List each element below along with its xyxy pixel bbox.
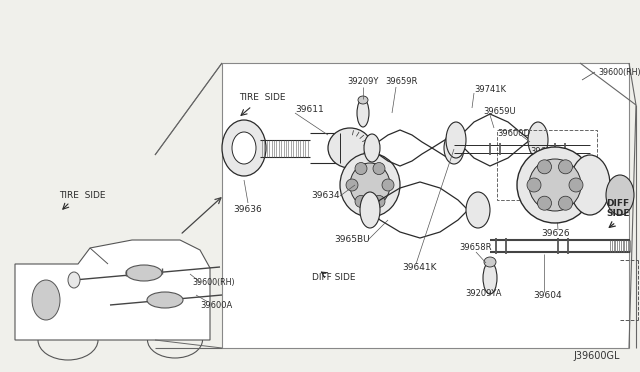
Text: 39600A: 39600A bbox=[200, 301, 232, 310]
Ellipse shape bbox=[360, 192, 380, 228]
Ellipse shape bbox=[355, 163, 367, 174]
Text: 39600D: 39600D bbox=[497, 128, 531, 138]
Ellipse shape bbox=[373, 195, 385, 208]
Text: 39209Y: 39209Y bbox=[348, 77, 379, 87]
Ellipse shape bbox=[357, 99, 369, 127]
Ellipse shape bbox=[538, 196, 552, 210]
Ellipse shape bbox=[606, 175, 634, 215]
Ellipse shape bbox=[68, 272, 80, 288]
Polygon shape bbox=[15, 240, 210, 340]
Ellipse shape bbox=[484, 257, 496, 267]
Ellipse shape bbox=[570, 155, 610, 215]
Text: 39741K: 39741K bbox=[474, 86, 506, 94]
Text: 39634: 39634 bbox=[312, 192, 340, 201]
Text: 39600(RH): 39600(RH) bbox=[193, 279, 236, 288]
Ellipse shape bbox=[32, 280, 60, 320]
Text: DIFF SIDE: DIFF SIDE bbox=[312, 273, 356, 282]
Text: 39626: 39626 bbox=[541, 230, 570, 238]
Ellipse shape bbox=[364, 134, 380, 162]
Ellipse shape bbox=[340, 153, 400, 217]
Ellipse shape bbox=[444, 132, 464, 164]
Ellipse shape bbox=[466, 192, 490, 228]
Ellipse shape bbox=[350, 163, 390, 207]
Ellipse shape bbox=[222, 120, 266, 176]
Text: 39636: 39636 bbox=[234, 205, 262, 215]
Ellipse shape bbox=[346, 179, 358, 191]
Text: TIRE  SIDE: TIRE SIDE bbox=[239, 93, 285, 103]
Ellipse shape bbox=[528, 122, 548, 158]
Text: SIDE: SIDE bbox=[606, 209, 630, 218]
Ellipse shape bbox=[382, 179, 394, 191]
Ellipse shape bbox=[328, 128, 372, 168]
Ellipse shape bbox=[355, 195, 367, 208]
Text: 39604: 39604 bbox=[534, 292, 563, 301]
Polygon shape bbox=[222, 63, 629, 348]
Ellipse shape bbox=[517, 147, 593, 223]
Ellipse shape bbox=[126, 265, 162, 281]
Ellipse shape bbox=[529, 159, 581, 211]
Bar bbox=[497, 130, 597, 200]
Ellipse shape bbox=[538, 160, 552, 174]
Ellipse shape bbox=[569, 178, 583, 192]
Ellipse shape bbox=[559, 196, 573, 210]
Ellipse shape bbox=[358, 96, 368, 104]
Text: 39659R: 39659R bbox=[385, 77, 417, 87]
Ellipse shape bbox=[232, 132, 256, 164]
Text: 39654: 39654 bbox=[531, 148, 557, 157]
Text: 39209YA: 39209YA bbox=[466, 289, 502, 298]
Ellipse shape bbox=[483, 262, 497, 294]
Ellipse shape bbox=[446, 122, 466, 158]
Text: TIRE  SIDE: TIRE SIDE bbox=[59, 192, 105, 201]
Text: 39641K: 39641K bbox=[403, 263, 437, 273]
Text: 39658R: 39658R bbox=[460, 244, 492, 253]
Ellipse shape bbox=[559, 160, 573, 174]
Ellipse shape bbox=[147, 292, 183, 308]
Ellipse shape bbox=[373, 163, 385, 174]
Text: 39611: 39611 bbox=[296, 106, 324, 115]
Text: 3965BU: 3965BU bbox=[334, 235, 370, 244]
Text: 39600(RH): 39600(RH) bbox=[598, 67, 640, 77]
Ellipse shape bbox=[527, 178, 541, 192]
Text: 39659U: 39659U bbox=[484, 108, 516, 116]
Text: J39600GL: J39600GL bbox=[573, 351, 620, 361]
Text: DIFF: DIFF bbox=[607, 199, 630, 208]
